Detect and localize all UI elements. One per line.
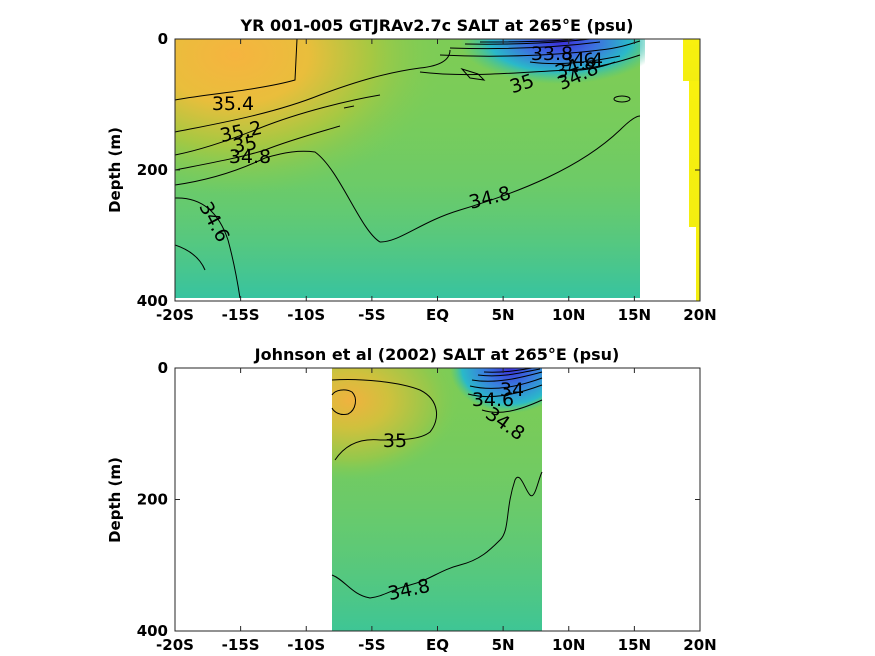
- x-tick-label: -20S: [156, 636, 194, 654]
- y-axis-label: Depth (m): [106, 127, 124, 213]
- x-tick-label: -15S: [222, 636, 260, 654]
- y-tick-label: 200: [137, 491, 168, 509]
- y-tick-label: 400: [137, 292, 168, 310]
- contour-label: 35: [383, 430, 407, 452]
- y-tick-label: 400: [137, 622, 168, 640]
- x-tick-label: -15S: [222, 306, 260, 324]
- contour-lines: [331, 368, 543, 599]
- contour-lines: [175, 39, 641, 299]
- panel-model: YR 001-005 GTJRAv2.7c SALT at 265°E (psu…: [106, 16, 717, 324]
- contour-label: 34.4: [561, 49, 603, 71]
- contour-label: 35.4: [212, 93, 254, 115]
- contour-label: 33.8: [531, 43, 573, 65]
- title-prefix: Johnson et al (2002) SALT at 265°E (psu): [254, 345, 620, 364]
- chart-title: Johnson et al (2002) SALT at 265°E (psu): [254, 345, 620, 364]
- x-tick-label: -10S: [287, 636, 325, 654]
- y-tick-label: 0: [158, 359, 168, 377]
- x-tick-label: 10N: [552, 636, 585, 654]
- x-tick-label: 20N: [683, 636, 716, 654]
- x-tick-label: -5S: [358, 636, 385, 654]
- chart-title: YR 001-005 GTJRAv2.7c SALT at 265°E (psu…: [239, 16, 633, 35]
- x-tick-label: 5N: [492, 306, 515, 324]
- x-tick-label: -10S: [287, 306, 325, 324]
- contour-label: 34: [500, 379, 524, 401]
- panel-observations: Johnson et al (2002) SALT at 265°E (psu)…: [106, 345, 717, 654]
- x-tick-label: EQ: [426, 636, 449, 654]
- axis-ticks: -20S -15S -10S -5S EQ 5N 10N 15N 20N 0 200 400: [137, 359, 717, 654]
- salinity-field: [175, 39, 700, 301]
- title-prefix: YR 001-005 GTJRAv2.7c SALT at 265°E (psu…: [239, 16, 633, 35]
- x-tick-label: -5S: [358, 306, 385, 324]
- x-tick-label: 15N: [618, 306, 651, 324]
- axis-ticks: -20S -15S -10S -5S EQ 5N 10N 15N 20N 0 200 400: [137, 30, 717, 324]
- y-tick-label: 200: [137, 161, 168, 179]
- y-axis-label: Depth (m): [106, 457, 124, 543]
- contour-label: 34.8: [229, 146, 271, 168]
- contour-label: 34.6: [472, 389, 514, 411]
- contour-label: 35: [231, 132, 259, 158]
- salinity-field: [175, 368, 700, 631]
- x-tick-label: 5N: [492, 636, 515, 654]
- x-tick-label: 10N: [552, 306, 585, 324]
- x-tick-label: 15N: [618, 636, 651, 654]
- x-tick-label: EQ: [426, 306, 449, 324]
- x-tick-label: -20S: [156, 306, 194, 324]
- y-tick-label: 0: [158, 30, 168, 48]
- x-tick-label: 20N: [683, 306, 716, 324]
